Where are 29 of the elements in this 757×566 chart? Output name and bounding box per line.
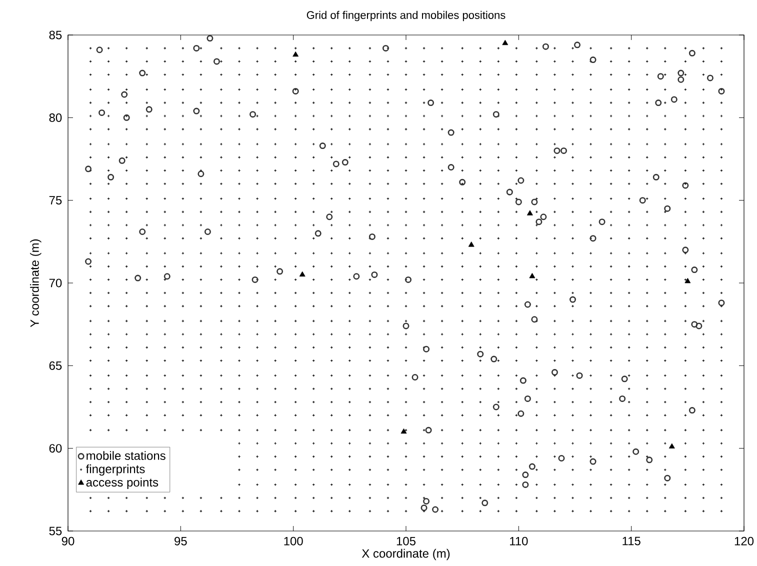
x-tick-label: 110 [510, 536, 528, 546]
point [502, 40, 508, 46]
y-tick-label: 65 [49, 361, 62, 370]
legend-label: fingerprints [86, 464, 145, 476]
y-tick-label: 85 [49, 30, 62, 40]
y-tick-label: 80 [49, 113, 62, 122]
point [299, 271, 306, 277]
y-tick-label: 75 [49, 196, 62, 205]
y-axis-title: Y coordinate (m) [30, 239, 42, 328]
x-tick-label: 105 [396, 536, 416, 546]
x-tick-label: 100 [284, 536, 303, 546]
y-tick-label: 70 [49, 278, 62, 288]
legend-label: mobile stations [86, 451, 166, 460]
point [684, 278, 691, 284]
x-tick-label: 90 [62, 536, 74, 546]
chart-title: Grid of fingerprints and mobiles positions [306, 10, 506, 22]
x-tick-label: 120 [734, 536, 754, 546]
point [468, 242, 474, 247]
point [292, 51, 299, 57]
legend-label: access points [86, 478, 158, 489]
point [526, 210, 533, 216]
x-tick-label: 115 [622, 536, 640, 546]
y-tick-label: 55 [49, 526, 62, 536]
point [400, 428, 407, 434]
point [668, 443, 675, 448]
x-axis-title: X coordinate (m) [362, 548, 450, 560]
y-tick-label: 60 [49, 444, 62, 453]
x-tick-label: 95 [174, 536, 187, 546]
point [529, 272, 536, 278]
